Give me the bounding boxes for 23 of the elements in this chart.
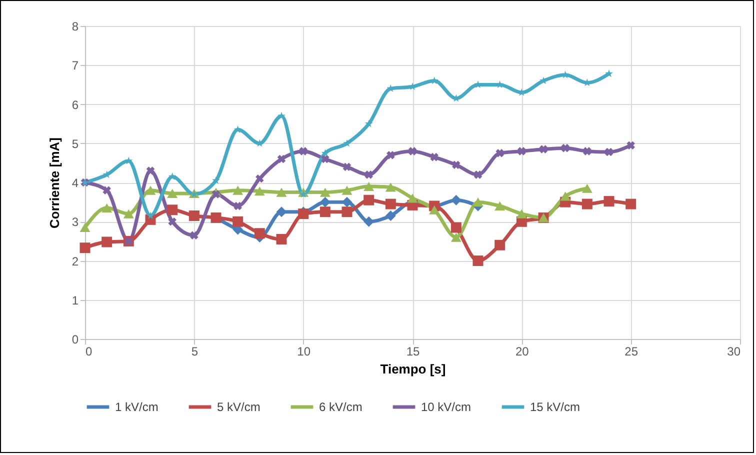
y-tick-label: 5 bbox=[72, 136, 79, 151]
legend-label: 10 kV/cm bbox=[421, 400, 472, 414]
legend-label: 6 kV/cm bbox=[319, 400, 362, 414]
x-tick-label: 25 bbox=[624, 344, 638, 358]
y-tick-label: 6 bbox=[72, 98, 79, 112]
x-tick-label: 10 bbox=[297, 344, 311, 358]
y-axis-title: Corriente [mA] bbox=[46, 137, 62, 229]
y-tick-label: 0 bbox=[72, 332, 79, 346]
x-tick-label: 15 bbox=[406, 344, 420, 358]
y-tick-label: 8 bbox=[72, 20, 79, 34]
legend-label: 1 kV/cm bbox=[115, 400, 158, 414]
y-tick-label: 3 bbox=[72, 215, 79, 230]
y-tick-label: 1 bbox=[72, 293, 79, 308]
x-tick-label: 20 bbox=[515, 344, 530, 358]
y-tick-label: 4 bbox=[72, 176, 79, 190]
y-tick-label: 2 bbox=[72, 254, 79, 268]
x-tick-label: 30 bbox=[727, 344, 741, 358]
x-axis-title: Tiempo [s] bbox=[380, 362, 446, 376]
y-tick-label: 7 bbox=[72, 58, 79, 73]
legend-label: 15 kV/cm bbox=[530, 400, 580, 414]
legend-label: 5 kV/cm bbox=[217, 400, 260, 414]
x-tick-label: 0 bbox=[86, 344, 92, 358]
x-tick-label: 5 bbox=[191, 344, 198, 358]
